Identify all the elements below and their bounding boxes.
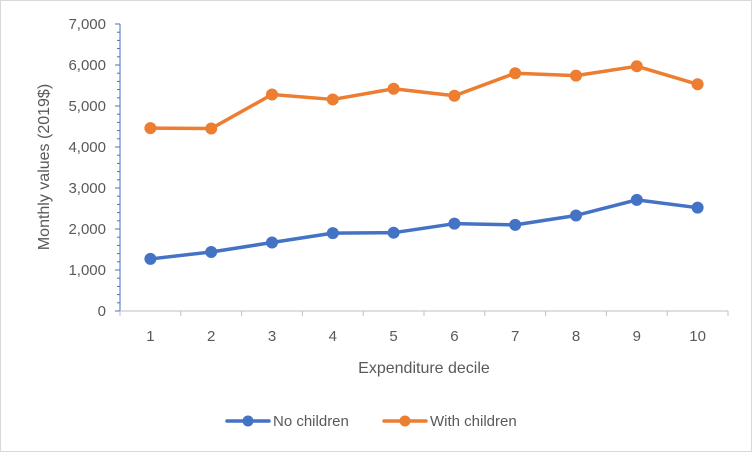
y-tick-label: 0 — [98, 303, 106, 320]
data-point — [448, 89, 461, 102]
y-tick-label: 6,000 — [68, 57, 106, 74]
data-point — [509, 218, 522, 231]
data-point — [266, 88, 278, 101]
x-tick-label: 9 — [633, 328, 641, 345]
y-tick-label: 1,000 — [68, 262, 106, 279]
legend-label: No children — [273, 413, 349, 430]
y-axis-title: Monthly values (2019$) — [36, 84, 53, 250]
data-point — [570, 69, 582, 82]
data-point — [144, 122, 157, 135]
y-tick-label: 2,000 — [68, 221, 106, 238]
legend-marker — [399, 415, 411, 427]
data-point — [266, 236, 278, 249]
data-point — [387, 82, 400, 95]
legend-item: With children — [382, 413, 517, 430]
series-layer — [144, 60, 704, 265]
data-point — [691, 78, 704, 91]
data-point — [570, 209, 582, 222]
x-axis-title: Expenditure decile — [358, 360, 490, 377]
data-point — [326, 93, 339, 106]
x-tick-label: 2 — [207, 328, 215, 345]
data-point — [326, 227, 339, 240]
labels: Monthly values (2019$) Expenditure decil… — [36, 84, 490, 377]
x-tick-label: 6 — [450, 328, 458, 345]
data-point — [448, 217, 461, 230]
data-point — [387, 226, 400, 239]
x-tick-label: 5 — [389, 328, 397, 345]
series-2 — [144, 60, 704, 135]
data-point — [205, 245, 218, 258]
series-line — [148, 198, 700, 261]
x-tick-label: 1 — [146, 328, 154, 345]
data-point — [144, 252, 157, 265]
data-point — [509, 67, 522, 80]
data-point — [630, 193, 643, 206]
data-point — [691, 201, 704, 214]
x-tick-label: 3 — [268, 328, 276, 345]
data-point — [205, 122, 218, 135]
legend-item: No children — [225, 413, 349, 430]
x-tick-label: 7 — [511, 328, 519, 345]
y-tick-label: 5,000 — [68, 98, 106, 115]
legend: No children With children — [225, 413, 517, 430]
axes: 0 1,000 2,000 3,000 4,000 5,000 6,000 7,000 1 2 3 4… — [68, 16, 729, 345]
series-line — [148, 64, 700, 131]
data-point — [630, 60, 643, 73]
x-tick-label: 10 — [689, 328, 706, 345]
y-tick-label: 4,000 — [68, 139, 106, 156]
x-tick-label: 8 — [572, 328, 580, 345]
x-tick-label: 4 — [329, 328, 337, 345]
legend-marker — [242, 415, 254, 427]
series-1 — [144, 193, 704, 265]
legend-label: With children — [430, 413, 517, 430]
y-tick-label: 7,000 — [68, 16, 106, 33]
y-tick-label: 3,000 — [68, 180, 106, 197]
